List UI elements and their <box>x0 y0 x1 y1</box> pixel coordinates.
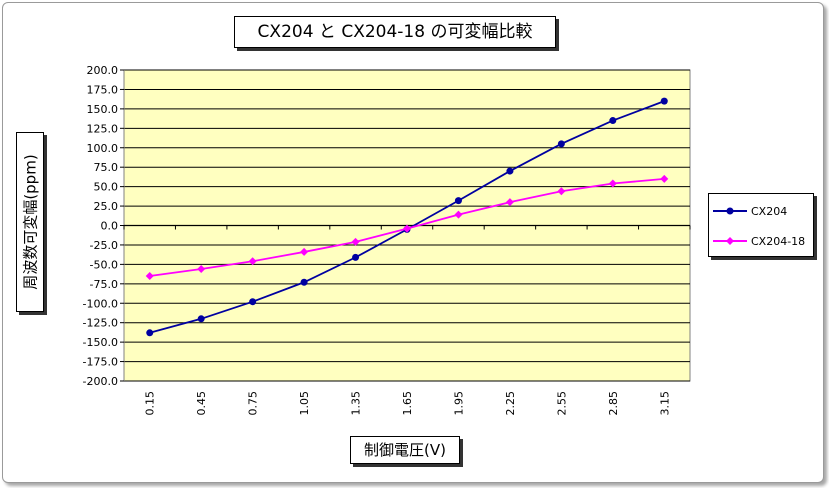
data-point <box>146 329 154 337</box>
data-point <box>608 179 617 188</box>
y-tick-label: 100.0 <box>87 142 119 155</box>
series-cx204-18 <box>145 174 669 281</box>
x-tick-label: 1.95 <box>452 391 465 416</box>
y-tick-label: 0.0 <box>101 220 119 233</box>
data-point <box>454 210 463 219</box>
legend-label: CX204-18 <box>751 234 806 248</box>
data-point <box>249 298 257 306</box>
x-tick-label: 0.75 <box>247 391 260 416</box>
data-point <box>505 198 514 207</box>
data-point <box>660 97 668 105</box>
data-point <box>197 315 205 323</box>
y-tick-label: 200.0 <box>87 64 119 77</box>
data-point <box>557 140 565 148</box>
x-tick-label: 2.25 <box>504 391 517 416</box>
y-tick-label: -75.0 <box>90 278 118 291</box>
y-tick-label: -200.0 <box>83 375 118 388</box>
y-tick-label: 75.0 <box>94 161 119 174</box>
y-tick-label: -125.0 <box>83 317 118 330</box>
legend-item-cx204: CX204 <box>713 202 787 220</box>
y-tick-label: -175.0 <box>83 356 118 369</box>
x-axis-label: 制御電圧(V) <box>350 436 460 464</box>
x-tick-label: 1.05 <box>298 391 311 416</box>
data-point <box>403 224 411 233</box>
y-tick-label: 150.0 <box>87 103 119 116</box>
legend-label: CX204 <box>751 204 788 218</box>
x-tick-label: 0.15 <box>144 391 157 416</box>
y-tick-label: -25.0 <box>90 239 118 252</box>
legend-item-cx204-18: CX204-18 <box>713 232 805 250</box>
data-point <box>300 247 309 256</box>
data-point <box>248 257 257 266</box>
x-tick-label: 1.65 <box>401 391 414 416</box>
legend-swatch-cx204-18 <box>713 237 747 245</box>
data-point <box>351 237 360 246</box>
y-tick-label: -150.0 <box>83 336 118 349</box>
chart-title: CX204 と CX204-18 の可変幅比較 <box>234 16 556 48</box>
data-point <box>197 265 206 274</box>
y-axis-label: 周波数可変幅(ppm) <box>21 154 40 290</box>
x-tick-label: 3.15 <box>658 391 671 416</box>
x-tick-label: 1.35 <box>350 391 363 416</box>
y-tick-label: 50.0 <box>94 181 119 194</box>
series-group <box>145 97 669 337</box>
data-point <box>609 117 617 125</box>
legend: CX204 CX204-18 <box>708 193 814 257</box>
data-point <box>300 278 308 286</box>
y-tick-label: 175.0 <box>87 83 119 96</box>
x-tick-label: 2.55 <box>555 391 568 416</box>
y-tick-label: -50.0 <box>90 258 118 271</box>
y-axis-ticks: -200.0 -175.0 -150.0 -125.0 -100.0 -75.0 -50.0… <box>83 64 124 388</box>
data-point <box>145 272 154 281</box>
y-tick-label: -100.0 <box>83 297 118 310</box>
y-axis-label-box: 周波数可変幅(ppm) <box>16 132 44 312</box>
y-tick-label: 125.0 <box>87 122 119 135</box>
y-tick-label: 25.0 <box>94 200 119 213</box>
data-point <box>506 167 514 175</box>
data-point <box>454 197 462 205</box>
x-tick-label: 0.45 <box>195 391 208 416</box>
legend-swatch-cx204 <box>713 207 747 215</box>
x-axis-ticks: 0.15 0.45 0.75 1.05 1.35 1.65 1.95 2.25 2.55 2.85… <box>123 224 691 416</box>
x-tick-label: 2.85 <box>607 391 620 416</box>
data-point <box>352 253 360 261</box>
data-point <box>557 187 566 196</box>
data-point <box>660 174 669 183</box>
